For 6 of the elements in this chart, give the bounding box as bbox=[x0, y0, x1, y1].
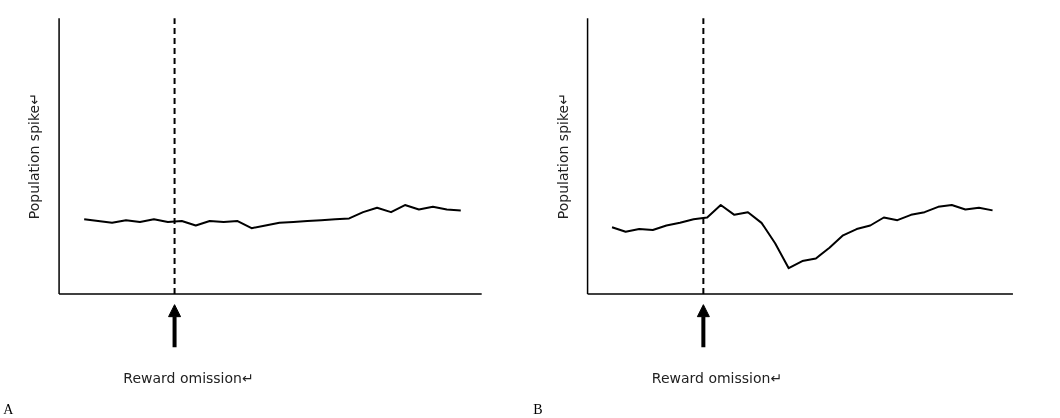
y-axis-title: Population spike↵ bbox=[25, 93, 42, 220]
text: B bbox=[533, 402, 543, 418]
x-axis-title: Reward omission↵ bbox=[651, 370, 783, 387]
y-axis-title: Population spike↵ bbox=[555, 93, 572, 220]
x-axis-title: Reward omission↵ bbox=[123, 370, 254, 387]
text: A bbox=[3, 402, 15, 418]
